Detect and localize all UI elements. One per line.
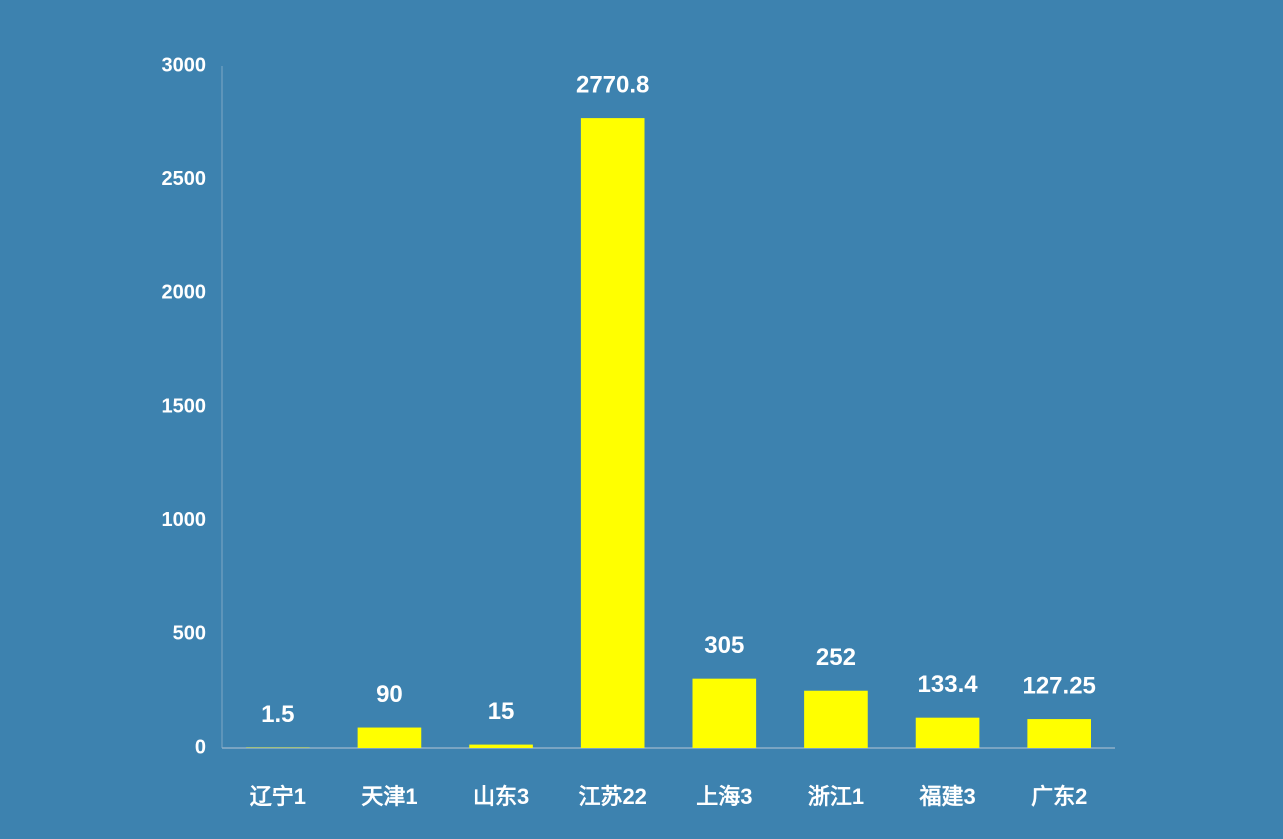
value-label: 2770.8 [576, 71, 649, 98]
x-tick-label: 浙江1 [808, 784, 864, 809]
y-tick-label: 0 [195, 736, 206, 758]
bar [915, 717, 980, 748]
bar [580, 118, 645, 748]
bar [804, 690, 868, 748]
y-tick-label: 500 [173, 623, 206, 645]
value-label: 1.5 [261, 701, 294, 728]
y-tick-label: 1000 [162, 509, 207, 531]
y-tick-label: 2000 [162, 282, 207, 304]
x-tick-label: 上海3 [696, 784, 752, 809]
value-label: 133.4 [918, 671, 979, 698]
x-tick-label: 江苏22 [578, 784, 646, 809]
value-label: 305 [704, 632, 744, 659]
y-tick-label: 2500 [162, 168, 207, 190]
value-label: 15 [488, 698, 515, 725]
bar [1027, 719, 1092, 748]
bar [357, 727, 422, 748]
y-tick-label: 1500 [162, 395, 207, 417]
x-tick-label: 福建3 [918, 784, 975, 809]
x-tick-label: 辽宁1 [250, 784, 306, 809]
x-tick-label: 广东2 [1031, 784, 1087, 809]
bar [469, 744, 533, 748]
value-label: 127.25 [1022, 672, 1095, 699]
bar [692, 678, 757, 748]
x-tick-label: 天津1 [361, 784, 417, 809]
value-label: 90 [376, 681, 403, 708]
value-label: 252 [816, 644, 856, 671]
x-tick-label: 山东3 [473, 784, 529, 809]
y-tick-label: 3000 [162, 54, 207, 76]
